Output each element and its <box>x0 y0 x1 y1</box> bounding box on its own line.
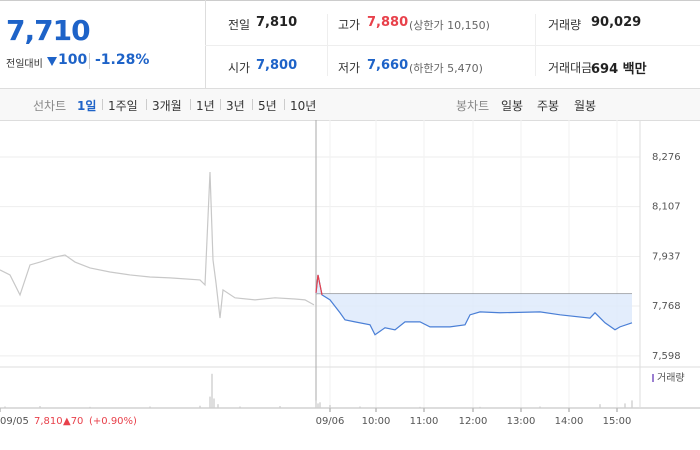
change-label: 전일대비 <box>6 59 43 70</box>
summary-value: 694 백만 <box>591 62 647 77</box>
summary-label: 거래대금 <box>548 61 593 75</box>
divider <box>220 99 221 110</box>
volume-bar <box>315 400 317 408</box>
summary-extra: (하한가 5,470) <box>409 62 483 75</box>
volume-bar <box>599 404 601 408</box>
price-line <box>0 171 315 319</box>
x-tick-label: 10:00 <box>362 416 391 427</box>
volume-bar <box>317 403 319 408</box>
footer-rate: (+0.90%) <box>89 416 137 427</box>
divider <box>146 99 147 110</box>
down-arrow <box>47 57 57 66</box>
summary-value: 7,800 <box>256 58 298 73</box>
summary-label: 전일 <box>228 18 251 32</box>
legend-label: 거래량 <box>657 372 685 384</box>
volume-bar <box>539 406 541 408</box>
y-tick-label: 8,107 <box>652 202 681 213</box>
volume-bar <box>624 403 626 408</box>
x-tick-label: 12:00 <box>459 416 488 427</box>
volume-bar <box>4 406 6 408</box>
volume-bar <box>89 406 91 408</box>
period-tab[interactable]: 10년 <box>290 99 317 113</box>
summary-value: 7,880 <box>367 15 409 30</box>
volume-bar <box>479 406 481 408</box>
summary-label: 시가 <box>228 61 251 75</box>
candle-tab[interactable]: 주봉 <box>537 99 560 113</box>
period-tab[interactable]: 5년 <box>258 99 277 113</box>
footer-price: 7,810 <box>34 416 63 427</box>
volume-bar <box>209 396 211 408</box>
x-tick-label: 09/05 <box>0 416 29 427</box>
divider <box>205 45 700 46</box>
y-tick-label: 7,937 <box>652 251 681 262</box>
divider <box>535 14 536 76</box>
quote-header <box>0 0 700 89</box>
price-line <box>315 274 633 336</box>
summary-label: 저가 <box>338 61 361 75</box>
divider <box>284 99 285 110</box>
tab-bar <box>0 88 700 121</box>
volume-bar <box>211 373 213 408</box>
period-tab[interactable]: 1주일 <box>108 99 138 113</box>
x-tick-label: 15:00 <box>603 416 632 427</box>
candle-tab[interactable]: 일봉 <box>501 99 524 113</box>
volume-bar <box>199 405 201 408</box>
divider <box>252 99 253 110</box>
x-tick-label: 11:00 <box>410 416 439 427</box>
volume-bar <box>631 400 633 408</box>
chart: 8,276 8,107 7,937 7,768 7,598 09/05 09/06 10:00… <box>0 120 700 427</box>
x-tick-label: 14:00 <box>555 416 584 427</box>
summary-value: 7,660 <box>367 58 409 73</box>
period-tab[interactable]: 3개월 <box>152 99 182 113</box>
y-tick-label: 7,768 <box>652 301 681 312</box>
period-tab[interactable]: 1년 <box>196 99 215 113</box>
tab-group-label: 봉차트 <box>456 99 490 113</box>
candle-tab[interactable]: 월봉 <box>574 99 597 113</box>
volume-bar <box>217 404 219 408</box>
period-tab[interactable]: 1일 <box>77 99 97 113</box>
tab-group-label: 선차트 <box>33 99 67 113</box>
x-tick-label: 13:00 <box>507 416 536 427</box>
volume-bar <box>319 402 321 408</box>
divider <box>205 0 206 88</box>
divider <box>190 99 191 110</box>
summary-extra: (상한가 10,150) <box>409 19 490 32</box>
summary-label: 거래량 <box>548 18 582 32</box>
volume-bar <box>239 406 241 408</box>
area <box>316 274 632 335</box>
period-tab[interactable]: 3년 <box>226 99 245 113</box>
price-line-up <box>315 274 323 296</box>
x-tick-label: 09/06 <box>316 416 345 427</box>
change: 100 <box>58 52 88 68</box>
footer-change: ▲70 <box>63 416 83 427</box>
volume-bar <box>149 406 151 408</box>
divider <box>102 99 103 110</box>
price: 7,710 <box>6 14 91 47</box>
y-tick-label: 7,598 <box>652 351 681 362</box>
volume-bar <box>279 406 281 408</box>
volume-bar <box>329 404 331 408</box>
summary-value: 7,810 <box>256 15 298 30</box>
change-rate: -1.28% <box>95 52 150 68</box>
y-tick-label: 8,276 <box>652 152 681 163</box>
volume-bar <box>359 406 361 408</box>
volume-bar <box>213 398 215 408</box>
divider <box>327 14 328 76</box>
divider <box>89 53 90 69</box>
summary-label: 고가 <box>338 18 361 32</box>
volume-bar <box>419 406 421 408</box>
volume-bar <box>39 406 41 408</box>
summary-value: 90,029 <box>591 15 642 30</box>
legend-swatch <box>652 374 654 382</box>
